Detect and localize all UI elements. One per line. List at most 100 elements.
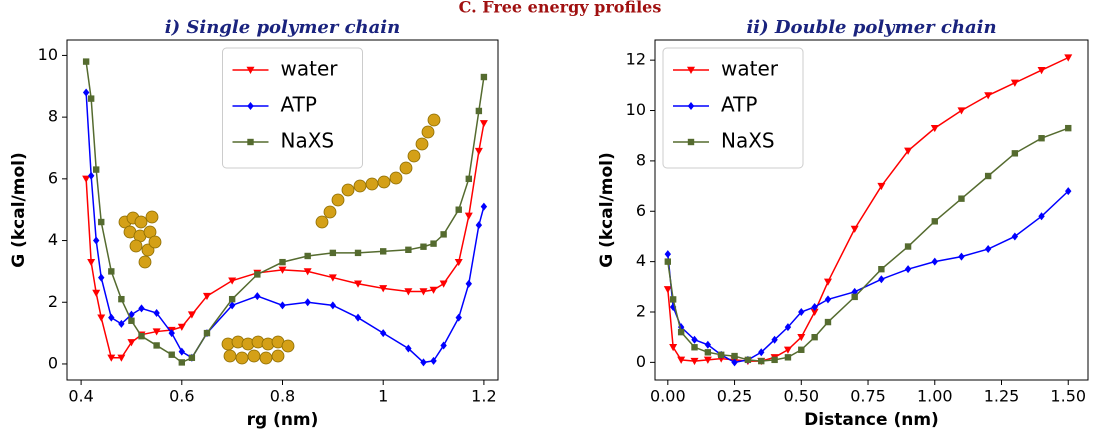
marker bbox=[758, 348, 765, 357]
marker bbox=[958, 252, 965, 261]
marker bbox=[187, 311, 196, 319]
y-tick-label: 6 bbox=[636, 201, 646, 220]
marker bbox=[405, 246, 412, 254]
marker bbox=[718, 351, 725, 359]
marker bbox=[691, 335, 698, 344]
marker bbox=[1065, 187, 1072, 196]
marker bbox=[440, 341, 447, 350]
marker bbox=[877, 182, 886, 191]
marker bbox=[1011, 232, 1019, 241]
marker bbox=[1010, 79, 1019, 87]
marker bbox=[480, 202, 488, 211]
marker bbox=[97, 314, 106, 322]
marker bbox=[228, 277, 237, 285]
marker bbox=[691, 344, 698, 351]
y-tick-label: 4 bbox=[636, 251, 646, 270]
legend-label: ATP bbox=[281, 93, 317, 117]
marker bbox=[279, 258, 286, 266]
marker bbox=[731, 358, 738, 367]
marker bbox=[984, 172, 992, 180]
marker bbox=[118, 319, 125, 328]
marker bbox=[379, 285, 388, 293]
marker bbox=[177, 323, 186, 331]
legend-box bbox=[662, 47, 804, 169]
marker bbox=[419, 288, 428, 296]
marker bbox=[108, 268, 115, 275]
marker bbox=[188, 354, 196, 361]
y-tick-label: 12 bbox=[626, 50, 646, 69]
legend-label: NaXS bbox=[721, 129, 775, 153]
marker bbox=[731, 352, 738, 360]
marker bbox=[690, 357, 699, 366]
marker bbox=[811, 302, 818, 311]
marker bbox=[687, 102, 695, 110]
marker bbox=[254, 292, 261, 301]
y-axis-label: G (kcal/mol) bbox=[597, 152, 617, 268]
y-tick-label: 10 bbox=[38, 45, 58, 64]
marker bbox=[279, 301, 286, 310]
marker bbox=[797, 333, 806, 342]
y-tick-label: 2 bbox=[48, 292, 58, 311]
marker bbox=[82, 58, 90, 65]
marker bbox=[228, 301, 236, 310]
x-tick-label: 1.50 bbox=[1050, 387, 1086, 406]
marker bbox=[687, 66, 695, 74]
series-line bbox=[85, 92, 485, 364]
marker bbox=[329, 249, 337, 257]
marker bbox=[664, 250, 672, 259]
marker bbox=[455, 206, 462, 213]
marker bbox=[152, 328, 161, 336]
legend-label: NaXS bbox=[281, 129, 335, 153]
marker bbox=[117, 354, 126, 362]
marker bbox=[984, 245, 992, 254]
marker bbox=[328, 274, 337, 282]
subplot-title: i) Single polymer chain bbox=[165, 17, 400, 38]
marker bbox=[440, 231, 447, 238]
y-axis-label: G (kcal/mol) bbox=[9, 152, 29, 268]
marker bbox=[677, 356, 686, 364]
marker bbox=[82, 88, 90, 97]
marker bbox=[138, 332, 145, 340]
marker bbox=[704, 340, 712, 349]
marker bbox=[669, 344, 678, 352]
marker bbox=[93, 236, 100, 245]
marker bbox=[744, 356, 752, 364]
marker bbox=[930, 124, 939, 133]
subplot-title: ii) Double polymer chain bbox=[746, 17, 996, 38]
marker bbox=[784, 323, 792, 332]
marker bbox=[354, 313, 362, 322]
x-tick-label: 0.25 bbox=[717, 387, 753, 406]
marker bbox=[380, 248, 387, 255]
y-tick-label: 0 bbox=[636, 352, 646, 371]
marker bbox=[771, 356, 778, 364]
marker bbox=[138, 304, 145, 313]
x-tick-label: 0.8 bbox=[270, 387, 295, 406]
marker bbox=[669, 296, 677, 303]
x-axis-label: Distance (nm) bbox=[804, 410, 939, 430]
marker bbox=[669, 302, 677, 311]
marker bbox=[475, 221, 483, 230]
legend: water ATP NaXS bbox=[662, 47, 804, 169]
x-tick-label: 1.25 bbox=[984, 387, 1020, 406]
legend-box bbox=[222, 47, 363, 169]
marker bbox=[904, 243, 912, 250]
marker bbox=[228, 295, 236, 303]
marker bbox=[824, 318, 832, 326]
marker bbox=[465, 279, 472, 288]
marker bbox=[479, 120, 488, 128]
marker bbox=[178, 347, 185, 356]
y-tick-label: 0 bbox=[48, 353, 58, 372]
marker bbox=[98, 273, 105, 282]
marker bbox=[454, 258, 463, 267]
marker bbox=[687, 138, 695, 146]
marker bbox=[247, 102, 254, 110]
marker bbox=[758, 357, 765, 365]
polymer-illustrations bbox=[118, 113, 441, 365]
x-tick-label: 0.4 bbox=[68, 387, 93, 406]
marker bbox=[810, 308, 819, 316]
marker bbox=[663, 286, 672, 294]
marker bbox=[87, 258, 96, 267]
marker bbox=[1064, 54, 1073, 62]
legend-label: water bbox=[721, 57, 779, 81]
marker bbox=[254, 271, 261, 278]
